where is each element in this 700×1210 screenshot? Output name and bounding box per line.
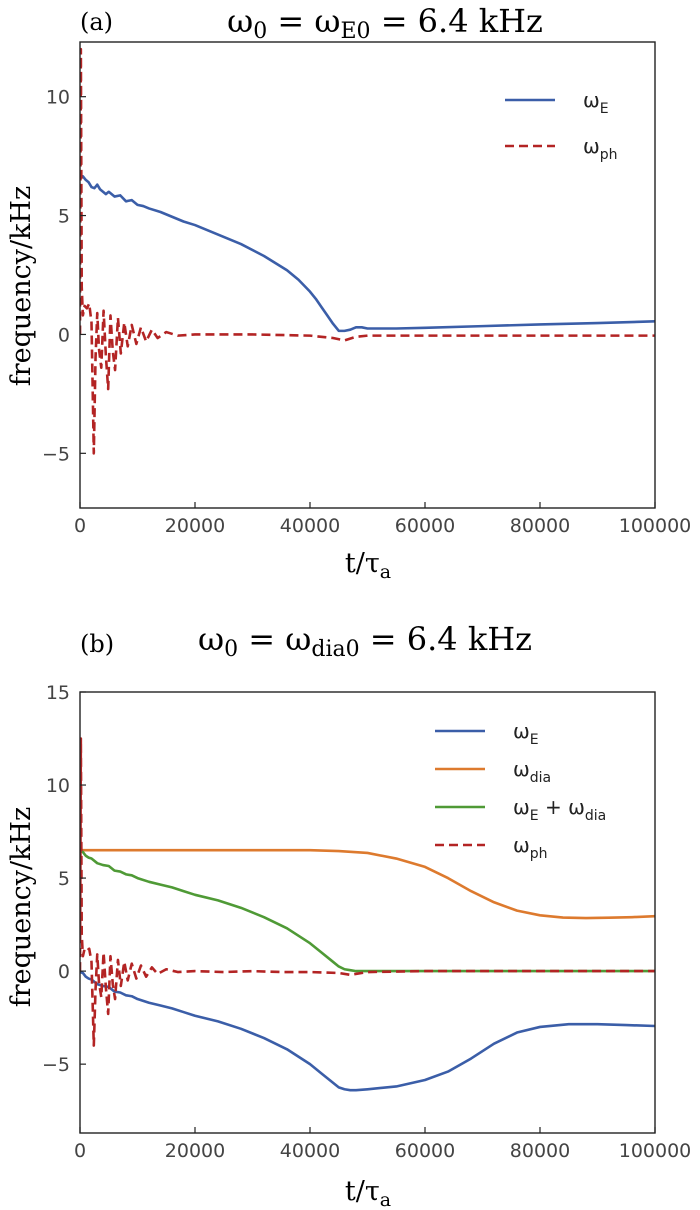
series-line-omega-E: [80, 970, 655, 1092]
legend-label: ωE​: [583, 88, 609, 117]
panel-a-plot-area: 0 20000 40000 60000 80000 100000 −5 0 5 10 ωE​ ωph​: [42, 41, 692, 537]
y-tick-label: −5: [42, 1054, 70, 1076]
legend-label: ωE​: [513, 719, 539, 748]
legend-label: ωph​: [513, 833, 548, 862]
x-tick-label: 60000: [395, 515, 455, 537]
x-tick-label: 40000: [280, 515, 340, 537]
legend-label: ωE​ + ωdia​: [513, 795, 606, 824]
x-tick-label: 80000: [510, 1140, 570, 1162]
legend-label: ωph​: [583, 134, 618, 163]
y-tick-label: 15: [46, 682, 70, 704]
x-tick-label: 0: [74, 1140, 86, 1162]
x-tick-label: 100000: [619, 515, 692, 537]
series-line-omega-ph: [80, 47, 655, 455]
legend: ωE​ ωph​: [505, 88, 618, 163]
panel-a-label: (a): [80, 8, 113, 36]
panel-b-label: (b): [80, 630, 114, 658]
x-tick-label: 0: [74, 515, 86, 537]
legend-label: ωdia​: [513, 757, 551, 786]
panel-b-y-axis-label: frequency/kHz: [6, 807, 37, 1008]
x-tick-label: 20000: [165, 515, 225, 537]
y-tick-label: 5: [58, 206, 70, 228]
x-tick-label: 100000: [619, 1140, 692, 1162]
y-tick-label: 0: [58, 961, 70, 983]
x-tick-label: 20000: [165, 1140, 225, 1162]
plot-frame: [79, 691, 656, 1134]
y-tick-label: 0: [58, 324, 70, 346]
series-group: [80, 737, 655, 1092]
panel-b-x-axis-label: t/τa​: [345, 1176, 391, 1210]
series-line-omega-dia: [80, 848, 655, 920]
panel-a-title: ω0​ = ωE0​ = 6.4 kHz: [227, 2, 543, 44]
series-line-omega-E-plus-dia: [80, 849, 655, 973]
legend: ωE​ ωdia​ ωE​ + ωdia​ ωph​: [435, 719, 606, 862]
y-tick-label: 10: [46, 87, 70, 109]
panel-b-plot-area: 0 20000 40000 60000 80000 100000 −5 0 5 10 15 ωE​ ωd…: [42, 682, 691, 1162]
x-tick-label: 80000: [510, 515, 570, 537]
panel-a: (a) ω0​ = ωE0​ = 6.4 kHz frequency/kHz t…: [6, 2, 691, 583]
panel-a-x-axis-label: t/τa​: [345, 548, 391, 583]
y-tick-label: −5: [42, 443, 70, 465]
plot-frame: [79, 41, 656, 509]
series-line-omega-ph: [80, 737, 655, 1047]
x-tick-label: 40000: [280, 1140, 340, 1162]
series-line-omega-E: [80, 175, 655, 333]
y-tick-label: 10: [46, 775, 70, 797]
y-tick-label: 5: [58, 868, 70, 890]
panel-b: (b) ω0​ = ωdia0​ = 6.4 kHz frequency/kHz…: [6, 620, 691, 1210]
series-group: [80, 47, 655, 455]
panel-a-y-axis-label: frequency/kHz: [6, 186, 37, 387]
x-tick-label: 60000: [395, 1140, 455, 1162]
panel-b-title: ω0​ = ωdia0​ = 6.4 kHz: [198, 620, 532, 662]
